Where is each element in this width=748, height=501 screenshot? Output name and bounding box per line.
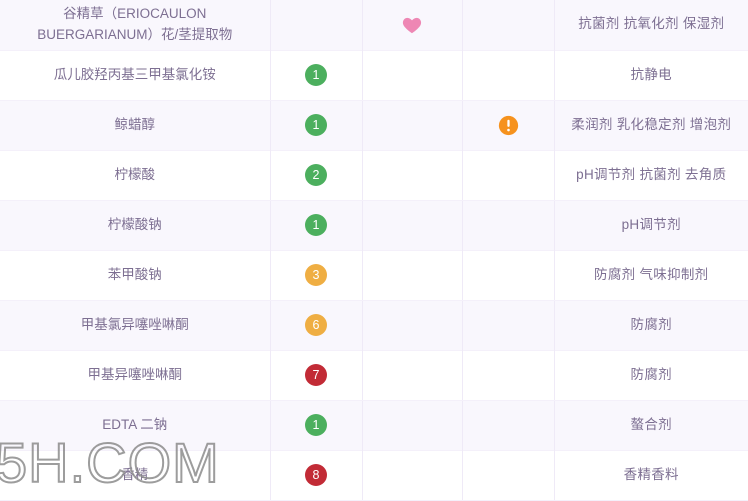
risk-warning-cell	[462, 400, 555, 450]
safety-score-badge: 7	[305, 364, 327, 386]
table-row[interactable]: 瓜儿胶羟丙基三甲基氯化铵 1 抗静电	[0, 49, 748, 101]
ingredient-name-cell[interactable]: 柠檬酸	[0, 149, 271, 201]
purpose-cell: 防腐剂	[554, 349, 748, 401]
risk-warning-cell	[462, 149, 555, 201]
safety-score-cell: 7	[270, 349, 363, 401]
safety-score-badge: 8	[305, 464, 327, 486]
ingredient-name-cell[interactable]: 柠檬酸钠	[0, 200, 271, 250]
safety-score-badge: 2	[305, 164, 327, 186]
safety-score-cell: 1	[270, 100, 363, 150]
table-row[interactable]: 苯甲酸钠 3 防腐剂 气味抑制剂	[0, 249, 748, 301]
ingredient-name-cell[interactable]: 鲸蜡醇	[0, 100, 271, 150]
purpose-cell: 香精香料	[554, 449, 748, 501]
safety-score-cell: 6	[270, 300, 363, 350]
recommended-cell	[362, 49, 463, 101]
recommended-cell	[362, 200, 463, 250]
purpose-cell: pH调节剂 抗菌剂 去角质	[554, 149, 748, 201]
recommended-cell	[362, 400, 463, 450]
heart-icon	[401, 14, 423, 36]
safety-score-cell: 1	[270, 49, 363, 101]
ingredient-name-cell[interactable]: 甲基氯异噻唑啉酮	[0, 300, 271, 350]
table-row[interactable]: 甲基异噻唑啉酮 7 防腐剂	[0, 349, 748, 401]
purpose-cell: 柔润剂 乳化稳定剂 增泡剂	[571, 116, 732, 132]
warning-icon[interactable]	[498, 115, 519, 136]
safety-score-badge: 1	[305, 64, 327, 86]
safety-score-cell: 3	[270, 249, 363, 301]
safety-score-cell	[270, 0, 363, 50]
ingredient-name-cell[interactable]: EDTA 二钠	[0, 400, 271, 450]
ingredient-name-cell[interactable]: 谷精草（ERIOCAULON BUERGARIANUM）花/茎提取物	[0, 0, 271, 50]
purpose-cell: 螯合剂	[630, 416, 672, 432]
purpose-cell: 防腐剂	[630, 316, 672, 332]
purpose-cell: 抗静电	[554, 49, 748, 101]
safety-score-badge: 1	[305, 414, 327, 436]
recommended-cell	[362, 0, 463, 50]
recommended-cell	[362, 249, 463, 301]
risk-warning-cell	[462, 200, 555, 250]
risk-warning-cell	[462, 49, 555, 101]
safety-score-cell: 2	[270, 149, 363, 201]
table-row[interactable]: 甲基氯异噻唑啉酮 6 防腐剂	[0, 300, 748, 350]
purpose-cell: pH调节剂	[621, 216, 681, 232]
safety-score-badge: 1	[305, 114, 327, 136]
safety-score-badge: 6	[305, 314, 327, 336]
safety-score-badge: 1	[305, 214, 327, 236]
risk-warning-cell	[462, 349, 555, 401]
risk-warning-cell	[462, 100, 555, 150]
table-row[interactable]: 香精 8 香精香料	[0, 449, 748, 501]
ingredient-name-cell[interactable]: 甲基异噻唑啉酮	[0, 349, 271, 401]
recommended-cell	[362, 349, 463, 401]
safety-score-cell: 1	[270, 200, 363, 250]
risk-warning-cell	[462, 300, 555, 350]
purpose-cell: 抗菌剂 抗氧化剂 保湿剂	[578, 16, 725, 32]
risk-warning-cell	[462, 0, 555, 50]
recommended-cell	[362, 449, 463, 501]
purpose-cell: 防腐剂 气味抑制剂	[554, 249, 748, 301]
table-row[interactable]: 鲸蜡醇 1 柔润剂 乳化稳定剂 增泡剂	[0, 100, 748, 150]
table-row[interactable]: EDTA 二钠 1 螯合剂	[0, 400, 748, 450]
ingredient-name-cell[interactable]: 瓜儿胶羟丙基三甲基氯化铵	[0, 49, 271, 101]
recommended-cell	[362, 149, 463, 201]
table-row[interactable]: 柠檬酸钠 1 pH调节剂	[0, 200, 748, 250]
risk-warning-cell	[462, 249, 555, 301]
safety-score-cell: 1	[270, 400, 363, 450]
recommended-cell	[362, 300, 463, 350]
table-row[interactable]: 柠檬酸 2 pH调节剂 抗菌剂 去角质	[0, 149, 748, 201]
safety-score-badge: 3	[305, 264, 327, 286]
ingredient-name-cell[interactable]: 苯甲酸钠	[0, 249, 271, 301]
table-row[interactable]: 谷精草（ERIOCAULON BUERGARIANUM）花/茎提取物 抗菌剂 抗氧…	[0, 0, 748, 50]
recommended-cell	[362, 100, 463, 150]
